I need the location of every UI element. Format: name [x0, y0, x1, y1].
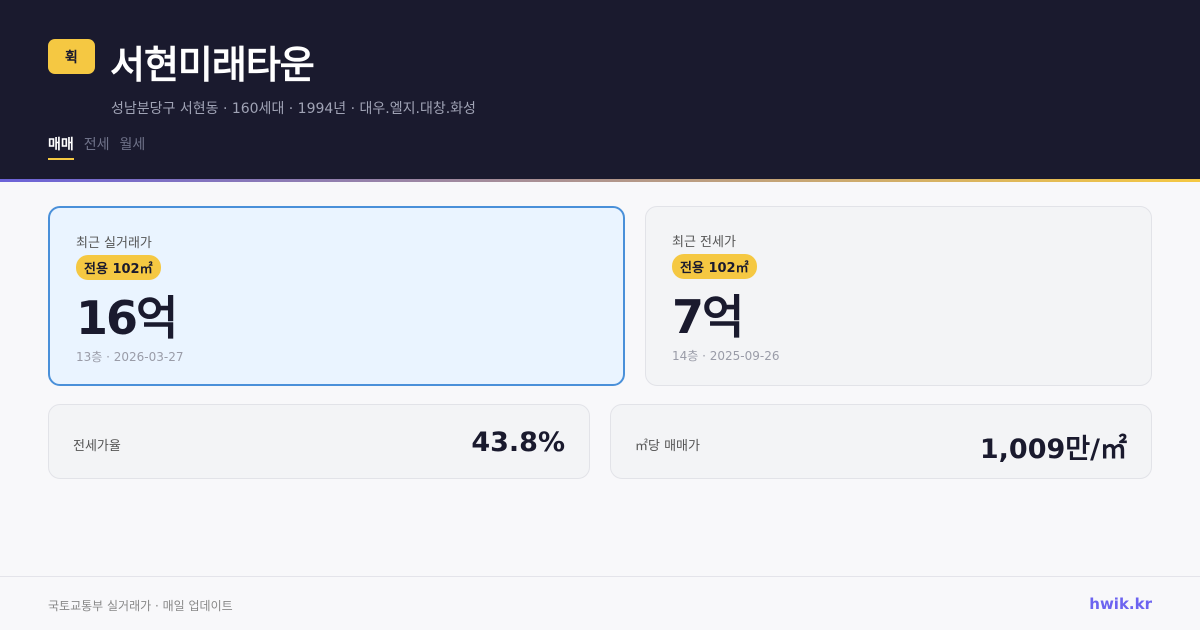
- price-per-area-card: ㎡당 매매가 1,009만/㎡: [610, 404, 1152, 479]
- area-badge: 전용 102㎡: [76, 255, 161, 280]
- sale-meta: 13층 · 2026-03-27: [76, 350, 184, 364]
- recent-jeonse-card: 최근 전세가 전용 102㎡ 7억 14층 · 2025-09-26: [645, 206, 1152, 386]
- recent-sale-card: 최근 실거래가 전용 102㎡ 16억 13층 · 2026-03-27: [48, 206, 625, 386]
- card-label: 전세가율: [73, 439, 121, 454]
- complex-info: 성남분당구 서현동 · 160세대 · 1994년 · 대우.엘지.대창.화성: [111, 101, 476, 117]
- tab-monthly[interactable]: 월세: [119, 137, 146, 153]
- page-title: 서현미래타운: [110, 43, 315, 87]
- logo: 휙: [48, 39, 95, 74]
- jeonse-meta: 14층 · 2025-09-26: [672, 349, 780, 363]
- price-per-area-value: 1,009만/㎡: [979, 434, 1127, 465]
- jeonse-price: 7억: [672, 290, 744, 344]
- deal-type-tabs: 매매 전세 월세: [48, 134, 145, 160]
- gradient-divider: [0, 179, 1200, 182]
- footer-divider: [0, 576, 1200, 577]
- card-label: ㎡당 매매가: [635, 439, 700, 454]
- data-source: 국토교통부 실거래가 · 매일 업데이트: [48, 599, 233, 613]
- card-label: 최근 전세가: [672, 235, 736, 250]
- tab-jeonse[interactable]: 전세: [83, 137, 110, 153]
- brand-link[interactable]: hwik.kr: [1089, 595, 1152, 613]
- sale-price: 16억: [76, 291, 178, 345]
- jeonse-ratio-card: 전세가율 43.8%: [48, 404, 590, 479]
- area-badge: 전용 102㎡: [672, 254, 757, 279]
- card-label: 최근 실거래가: [76, 236, 152, 251]
- jeonse-ratio-value: 43.8%: [471, 427, 565, 458]
- tab-sale[interactable]: 매매: [48, 134, 74, 160]
- header: 휙 서현미래타운 성남분당구 서현동 · 160세대 · 1994년 · 대우.…: [0, 0, 1200, 179]
